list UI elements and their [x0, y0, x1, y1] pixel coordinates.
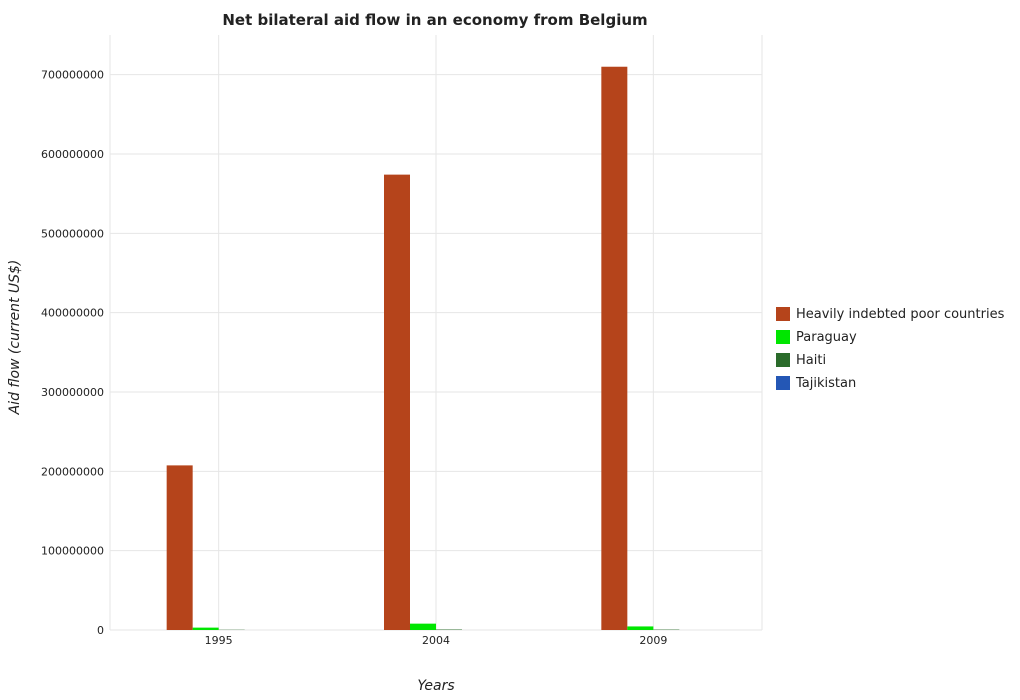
y-tick-label: 700000000	[41, 69, 104, 82]
legend-label: Heavily indebted poor countries	[796, 307, 1005, 322]
y-tick-label: 400000000	[41, 307, 104, 320]
legend-label: Tajikistan	[795, 376, 856, 391]
x-tick-label: 1995	[205, 634, 233, 647]
y-tick-label: 0	[97, 624, 104, 637]
x-axis-ticks: 1995 2004 2009	[205, 634, 668, 647]
x-axis-label: Years	[417, 678, 454, 694]
legend-swatch	[776, 376, 790, 390]
x-tick-label: 2009	[639, 634, 667, 647]
y-axis-label: Aid flow (current US$)	[7, 260, 23, 416]
bar	[384, 174, 410, 631]
chart-title: Net bilateral aid flow in an economy fro…	[222, 11, 647, 29]
y-tick-label: 300000000	[41, 386, 104, 399]
legend-swatch	[776, 330, 790, 344]
legend-swatch	[776, 307, 790, 321]
bar	[410, 623, 436, 630]
y-tick-label: 200000000	[41, 465, 104, 478]
y-tick-label: 500000000	[41, 227, 104, 240]
y-tick-label: 100000000	[41, 545, 104, 558]
bars	[166, 66, 680, 631]
legend-swatch	[776, 353, 790, 367]
legend: Heavily indebted poor countries Paraguay H…	[776, 307, 1005, 391]
bar	[166, 465, 193, 630]
legend-label: Paraguay	[796, 330, 857, 345]
y-axis-ticks: 0 100000000 200000000 300000000 400000000 500…	[41, 69, 104, 637]
x-tick-label: 2004	[422, 634, 450, 647]
legend-label: Haiti	[796, 353, 826, 368]
y-tick-label: 600000000	[41, 148, 104, 161]
grid	[109, 35, 763, 631]
bar	[627, 626, 654, 630]
bar	[192, 627, 219, 630]
bar	[601, 66, 628, 630]
